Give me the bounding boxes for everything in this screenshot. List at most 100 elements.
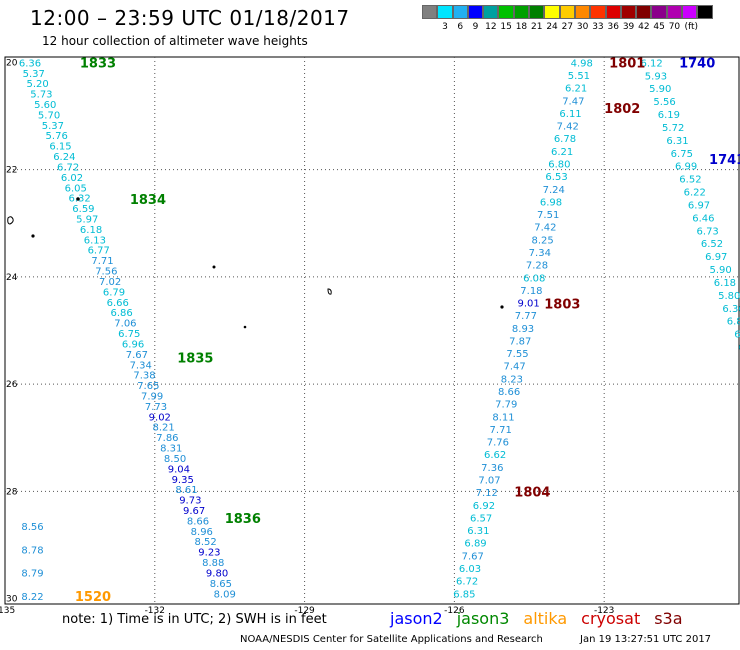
wave-height-value: 6.75 [118, 329, 140, 340]
pass-time-label: 1836 [225, 512, 261, 527]
wave-height-value: 7.02 [99, 277, 121, 288]
wave-height-value: 6.36 [722, 304, 740, 315]
wave-height-value: 6.98 [540, 197, 562, 208]
wave-height-value: 6.78 [554, 134, 576, 145]
wave-height-value: 6.99 [675, 162, 697, 173]
wave-height-value: 7.07 [478, 476, 500, 487]
wave-height-value: 6.97 [705, 252, 727, 263]
wave-height-value: 8.21 [152, 423, 174, 434]
x-tick-label: -135 [0, 606, 15, 616]
wave-height-value: 6.62 [484, 450, 506, 461]
wave-height-value: 6.52 [701, 239, 723, 250]
wave-height-value: 6.59 [72, 204, 94, 215]
wave-height-value: 6.19 [658, 110, 680, 121]
wave-height-value: 9.01 [517, 299, 539, 310]
scale-swatch [651, 5, 667, 19]
scale-label: 45 [653, 22, 665, 32]
scale-label: 39 [622, 22, 635, 32]
wave-height-value: 8.11 [492, 412, 514, 423]
wave-height-value: 7.47 [562, 96, 584, 107]
scale-swatch [422, 5, 438, 19]
grid-lines [5, 57, 739, 604]
wave-height-value: 6.85 [727, 317, 740, 328]
wave-height-value: 5.70 [38, 110, 60, 121]
wave-height-value: 7.28 [526, 261, 548, 272]
wave-height-value: 6.86 [110, 308, 132, 319]
satellite-legend-item: jason2 [390, 609, 443, 628]
scale-swatch [437, 5, 453, 19]
scale-swatch [574, 5, 591, 19]
wave-height-value: 6.02 [61, 173, 83, 184]
scale-label: 3 [442, 22, 448, 32]
scale-label: 9 [472, 22, 479, 32]
scale-unit: (ft) [684, 22, 699, 32]
wave-height-value: 5.90 [709, 265, 731, 276]
wave-height-value: 6.13 [84, 235, 106, 246]
pass-time-label: 1740 [679, 56, 715, 71]
pass-time-label: 1802 [604, 102, 640, 117]
wave-height-value: 6.36 [19, 58, 41, 69]
wave-height-value: 7.73 [145, 402, 167, 413]
color-scale-labels: 3 6 9 12 15 18 21 24 27 30 33 36 39 42 45 70 (ft) [422, 22, 732, 34]
island [500, 305, 504, 309]
page-subtitle: 12 hour collection of altimeter wave hei… [42, 34, 308, 48]
wave-height-value: 8.25 [531, 235, 553, 246]
wave-height-value: 6.5 [739, 343, 740, 354]
generated-timestamp: Jan 19 13:27:51 UTC 2017 [580, 634, 712, 645]
y-tick-label: 28 [6, 487, 18, 497]
wave-height-value: 6.97 [688, 200, 710, 211]
wave-height-value: 7.18 [520, 286, 542, 297]
wave-height-value: 7.77 [515, 311, 537, 322]
wave-height-value: 6.18 [80, 225, 102, 236]
wave-height-value: 7.71 [490, 425, 512, 436]
wave-height-value: 6.21 [551, 147, 573, 158]
wave-height-value: 6.72 [57, 162, 79, 173]
wave-height-value: 6.80 [548, 159, 570, 170]
axis-tick-labels: -135-132-129-126-123-120202224262830 [0, 58, 614, 616]
wave-height-value: 7.79 [495, 400, 517, 411]
wave-height-value: 7.12 [476, 488, 498, 499]
wave-height-value: 5.90 [649, 84, 671, 95]
scale-label: 24 [546, 22, 558, 32]
wave-height-value: 8.52 [194, 537, 216, 548]
wave-height-value: 5.73 [30, 90, 52, 101]
scale-swatch [467, 5, 484, 19]
wave-height-value: 5.76 [46, 131, 68, 142]
wave-height-value: 7.67 [462, 551, 484, 562]
wave-height-value: 6.11 [559, 109, 581, 120]
wave-height-value: 8.23 [501, 374, 523, 385]
footer-note: note: 1) Time is in UTC; 2) SWH is in fe… [62, 612, 327, 627]
pass-time-label: 1834 [130, 193, 166, 208]
wave-height-value: 7.47 [504, 362, 526, 373]
wave-height-value: 7.99 [141, 391, 163, 402]
scale-label: 18 [515, 22, 528, 32]
y-tick-label: 22 [6, 166, 17, 176]
pass-time-label: 1803 [544, 298, 580, 313]
wave-height-value: 9.04 [168, 464, 190, 475]
color-scale [422, 5, 713, 19]
wave-height-value: 6.75 [671, 149, 693, 160]
scale-swatch [666, 5, 683, 19]
island [76, 197, 80, 201]
scale-swatch [620, 5, 637, 19]
wave-height-value: 6.73 [697, 226, 719, 237]
wave-height-value: 6.57 [470, 513, 492, 524]
wave-height-value: 7.42 [557, 122, 579, 133]
scale-label: 27 [561, 22, 574, 32]
wave-height-value: 6.31 [666, 136, 688, 147]
wave-height-value: 5.60 [34, 100, 56, 111]
island [31, 234, 35, 238]
wave-height-value: 5.97 [76, 215, 98, 226]
scale-swatch [529, 5, 545, 19]
satellite-legend-item: s3a [654, 609, 683, 628]
wave-height-value: 8.09 [214, 589, 236, 600]
scale-label: 6 [457, 22, 464, 32]
wave-height-value: 6.21 [565, 84, 587, 95]
wave-height-value: 7.24 [543, 185, 565, 196]
satellite-legend-item: jason3 [456, 609, 510, 628]
wave-height-value: 6.72 [456, 577, 478, 588]
wave-height-value: 7.76 [487, 438, 509, 449]
wave-height-value: 6.18 [714, 278, 736, 289]
wave-height-value: 5.72 [662, 123, 684, 134]
